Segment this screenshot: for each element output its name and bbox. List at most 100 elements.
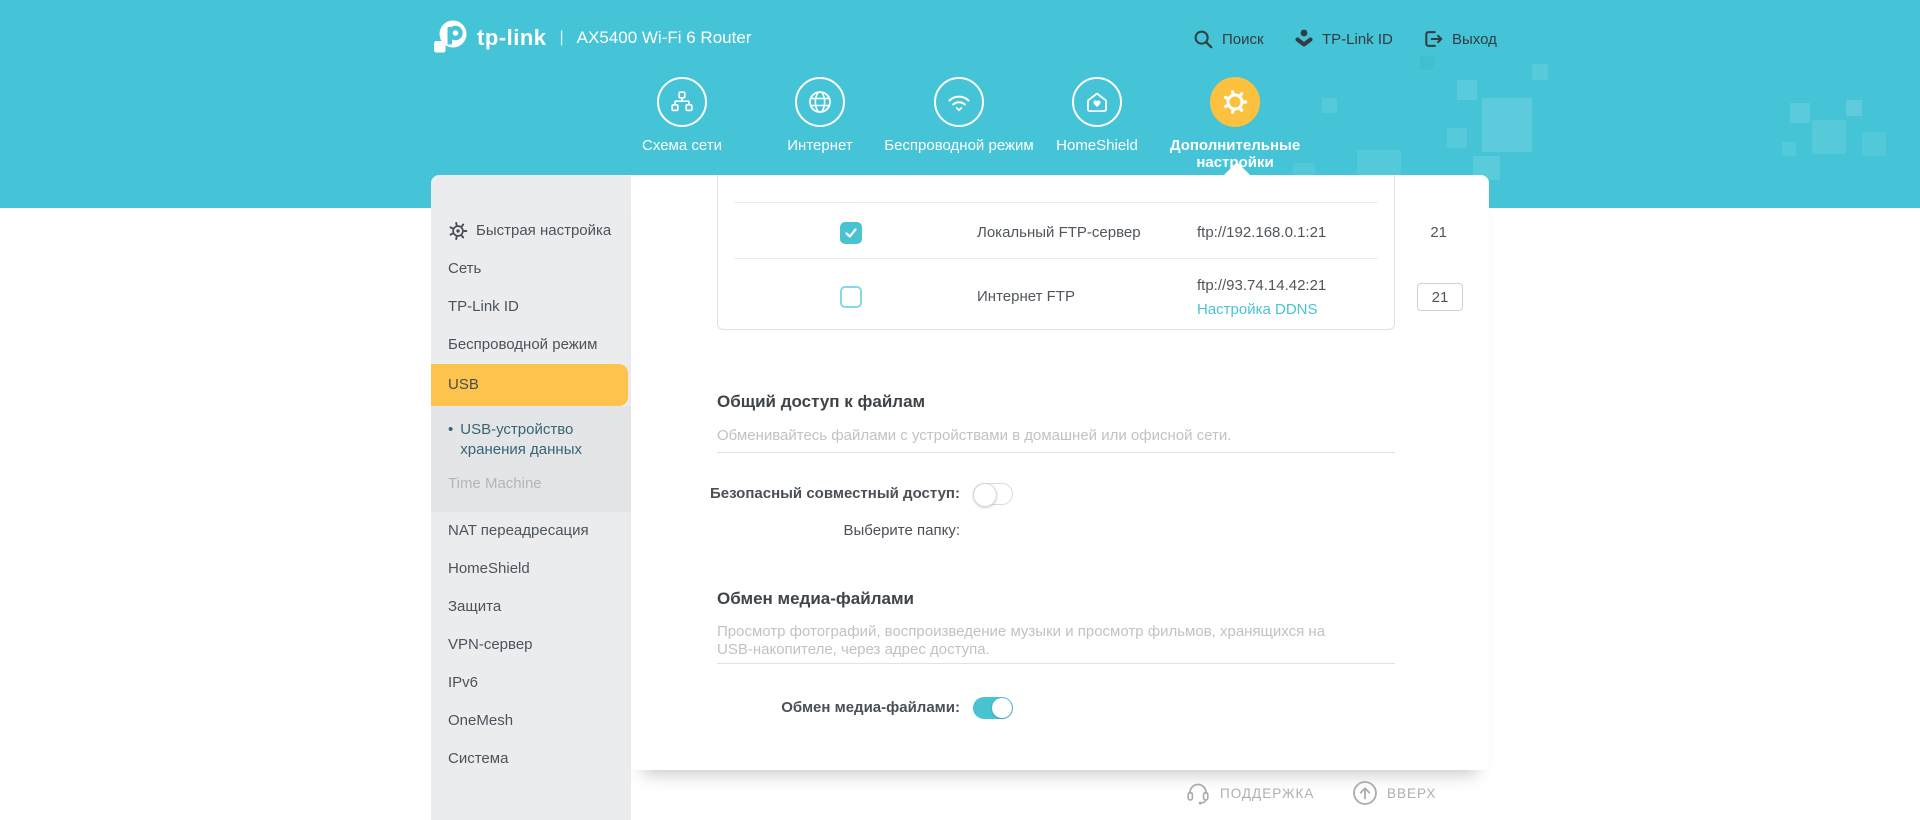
sidebar-item-onemesh[interactable]: OneMesh	[431, 702, 631, 740]
brand-divider: |	[559, 29, 564, 46]
local-ftp-checkbox[interactable]	[840, 222, 862, 244]
sidebar-item-security[interactable]: Защита	[431, 588, 631, 626]
sidebar-item-system[interactable]: Система	[431, 740, 631, 778]
tab-label: Схема сети	[642, 137, 722, 154]
gear-outline-icon	[449, 221, 468, 241]
file-sharing-title: Общий доступ к файлам	[717, 392, 926, 411]
tab-label: Беспроводной режим	[884, 137, 1034, 154]
ddns-setup-link[interactable]: Настройка DDNS	[1197, 301, 1318, 318]
sidebar-item-label: IPv6	[448, 674, 479, 691]
sidebar-item-ipv6[interactable]: IPv6	[431, 664, 631, 702]
tab-network-map[interactable]: Схема сети	[602, 77, 762, 154]
tab-homeshield[interactable]: HomeShield	[1017, 77, 1177, 154]
active-bullet: •	[448, 421, 454, 438]
pixel-decoration	[1357, 150, 1401, 177]
search-label: Поиск	[1222, 30, 1264, 48]
wifi-icon	[934, 77, 984, 127]
back-to-top-button[interactable]: ВВЕРХ	[1352, 780, 1436, 806]
sidebar-item-label: Быстрая настройка	[476, 222, 612, 239]
sidebar-item-nat-forwarding[interactable]: NAT переадресация	[431, 512, 631, 550]
pixel-decoration	[1862, 132, 1886, 156]
search-icon	[1194, 30, 1213, 49]
media-sharing-title: Обмен медиа-файлами	[717, 589, 914, 608]
pixel-decoration	[1782, 142, 1796, 156]
ftp-row-address-block: ftp://93.74.14.42:21 Настройка DDNS	[1197, 274, 1326, 322]
ftp-row-port: 21	[1430, 224, 1447, 241]
sidebar-item-label: Беспроводной режим	[448, 336, 598, 353]
sidebar-item-label: USB	[448, 376, 479, 393]
sidebar-item-quick-setup[interactable]: Быстрая настройка	[431, 212, 631, 250]
usb-submenu: • USB-устройство хранения данных Time Ma…	[431, 406, 631, 512]
tplink-id-button[interactable]: TP-Link ID	[1294, 26, 1393, 52]
ftp-server-table: Локальный FTP-сервер ftp://192.168.0.1:2…	[717, 175, 1463, 330]
tab-label: Интернет	[787, 137, 853, 154]
sidebar-item-homeshield[interactable]: HomeShield	[431, 550, 631, 588]
active-tab-pointer	[1222, 162, 1252, 177]
tab-wireless[interactable]: Беспроводной режим	[879, 77, 1039, 154]
secure-sharing-toggle[interactable]	[973, 483, 1013, 507]
tp-link-logo	[434, 20, 467, 53]
internet-ftp-checkbox[interactable]	[840, 286, 862, 308]
globe-icon	[795, 77, 845, 127]
table-separator	[734, 258, 1378, 259]
toggle-knob	[973, 483, 997, 507]
sidebar-item-network[interactable]: Сеть	[431, 250, 631, 288]
tplink-id-label: TP-Link ID	[1322, 30, 1393, 48]
headset-icon	[1187, 783, 1209, 805]
sidebar-item-label: HomeShield	[448, 560, 530, 577]
tab-label: HomeShield	[1056, 137, 1138, 154]
secure-sharing-label: Безопасный совместный доступ:	[709, 485, 960, 502]
header-actions: Поиск TP-Link ID Выход	[0, 26, 1920, 52]
pixel-decoration	[1812, 120, 1846, 154]
sidebar-item-tplink-id[interactable]: TP-Link ID	[431, 288, 631, 326]
sidebar-item-vpn-server[interactable]: VPN-сервер	[431, 626, 631, 664]
pixel-decoration	[1532, 64, 1548, 80]
internet-ftp-port-input[interactable]	[1417, 283, 1463, 311]
person-icon	[1295, 29, 1313, 47]
section-divider	[717, 663, 1395, 664]
sidebar-item-wireless[interactable]: Беспроводной режим	[431, 326, 631, 364]
ftp-row-name: Интернет FTP	[977, 288, 1075, 305]
pixel-decoration	[1482, 98, 1532, 152]
network-map-icon	[657, 77, 707, 127]
logout-button[interactable]: Выход	[1422, 26, 1497, 52]
header: tp-link | AX5400 Wi-Fi 6 Router Поиск TP…	[0, 0, 1920, 208]
sidebar-item-label: TP-Link ID	[448, 298, 519, 315]
sidebar-item-label: Защита	[448, 598, 502, 615]
ftp-row-address: ftp://192.168.0.1:21	[1197, 224, 1327, 241]
home-shield-icon	[1072, 77, 1122, 127]
sidebar-subitem-time-machine[interactable]: Time Machine	[448, 472, 631, 496]
sidebar-subitem-usb-storage[interactable]: • USB-устройство хранения данных	[448, 420, 631, 460]
sidebar-item-label: VPN-сервер	[448, 636, 533, 653]
pixel-decoration	[1457, 80, 1477, 100]
sidebar-item-label: OneMesh	[448, 712, 514, 729]
check-icon	[845, 228, 857, 238]
media-sharing-toggle-label: Обмен медиа-файлами:	[781, 699, 960, 716]
tab-advanced-settings[interactable]: Дополнительные настройки	[1155, 77, 1315, 171]
choose-folder-label: Выберите папку:	[843, 522, 960, 539]
tab-internet[interactable]: Интернет	[740, 77, 900, 154]
support-button[interactable]: ПОДДЕРЖКА	[1185, 780, 1314, 806]
sidebar-subitem-label: Time Machine	[448, 475, 542, 492]
sidebar-subitem-label: USB-устройство хранения данных	[460, 421, 582, 458]
support-label: ПОДДЕРЖКА	[1220, 785, 1315, 801]
search-button[interactable]: Поиск	[1192, 26, 1264, 52]
sidebar-item-label: NAT переадресация	[448, 522, 589, 539]
back-to-top-label: ВВЕРХ	[1387, 785, 1437, 801]
pixel-decoration	[1846, 100, 1862, 116]
toggle-knob	[992, 698, 1012, 718]
pixel-decoration	[1322, 98, 1337, 113]
section-divider	[717, 452, 1395, 453]
logout-icon	[1425, 31, 1443, 47]
table-separator	[734, 202, 1378, 203]
sidebar-item-usb[interactable]: USB	[431, 364, 628, 406]
pixel-decoration	[1447, 128, 1467, 148]
media-sharing-toggle[interactable]	[973, 697, 1013, 719]
sidebar: Быстрая настройка Сеть TP-Link ID Беспро…	[431, 175, 631, 820]
main-content: Локальный FTP-сервер ftp://192.168.0.1:2…	[631, 175, 1489, 770]
brand-name: tp-link	[477, 25, 547, 50]
ftp-row-name: Локальный FTP-сервер	[977, 224, 1141, 241]
pixel-decoration	[1790, 103, 1810, 123]
ftp-row-address: ftp://93.74.14.42:21	[1197, 277, 1327, 294]
sidebar-item-label: Сеть	[448, 260, 482, 277]
